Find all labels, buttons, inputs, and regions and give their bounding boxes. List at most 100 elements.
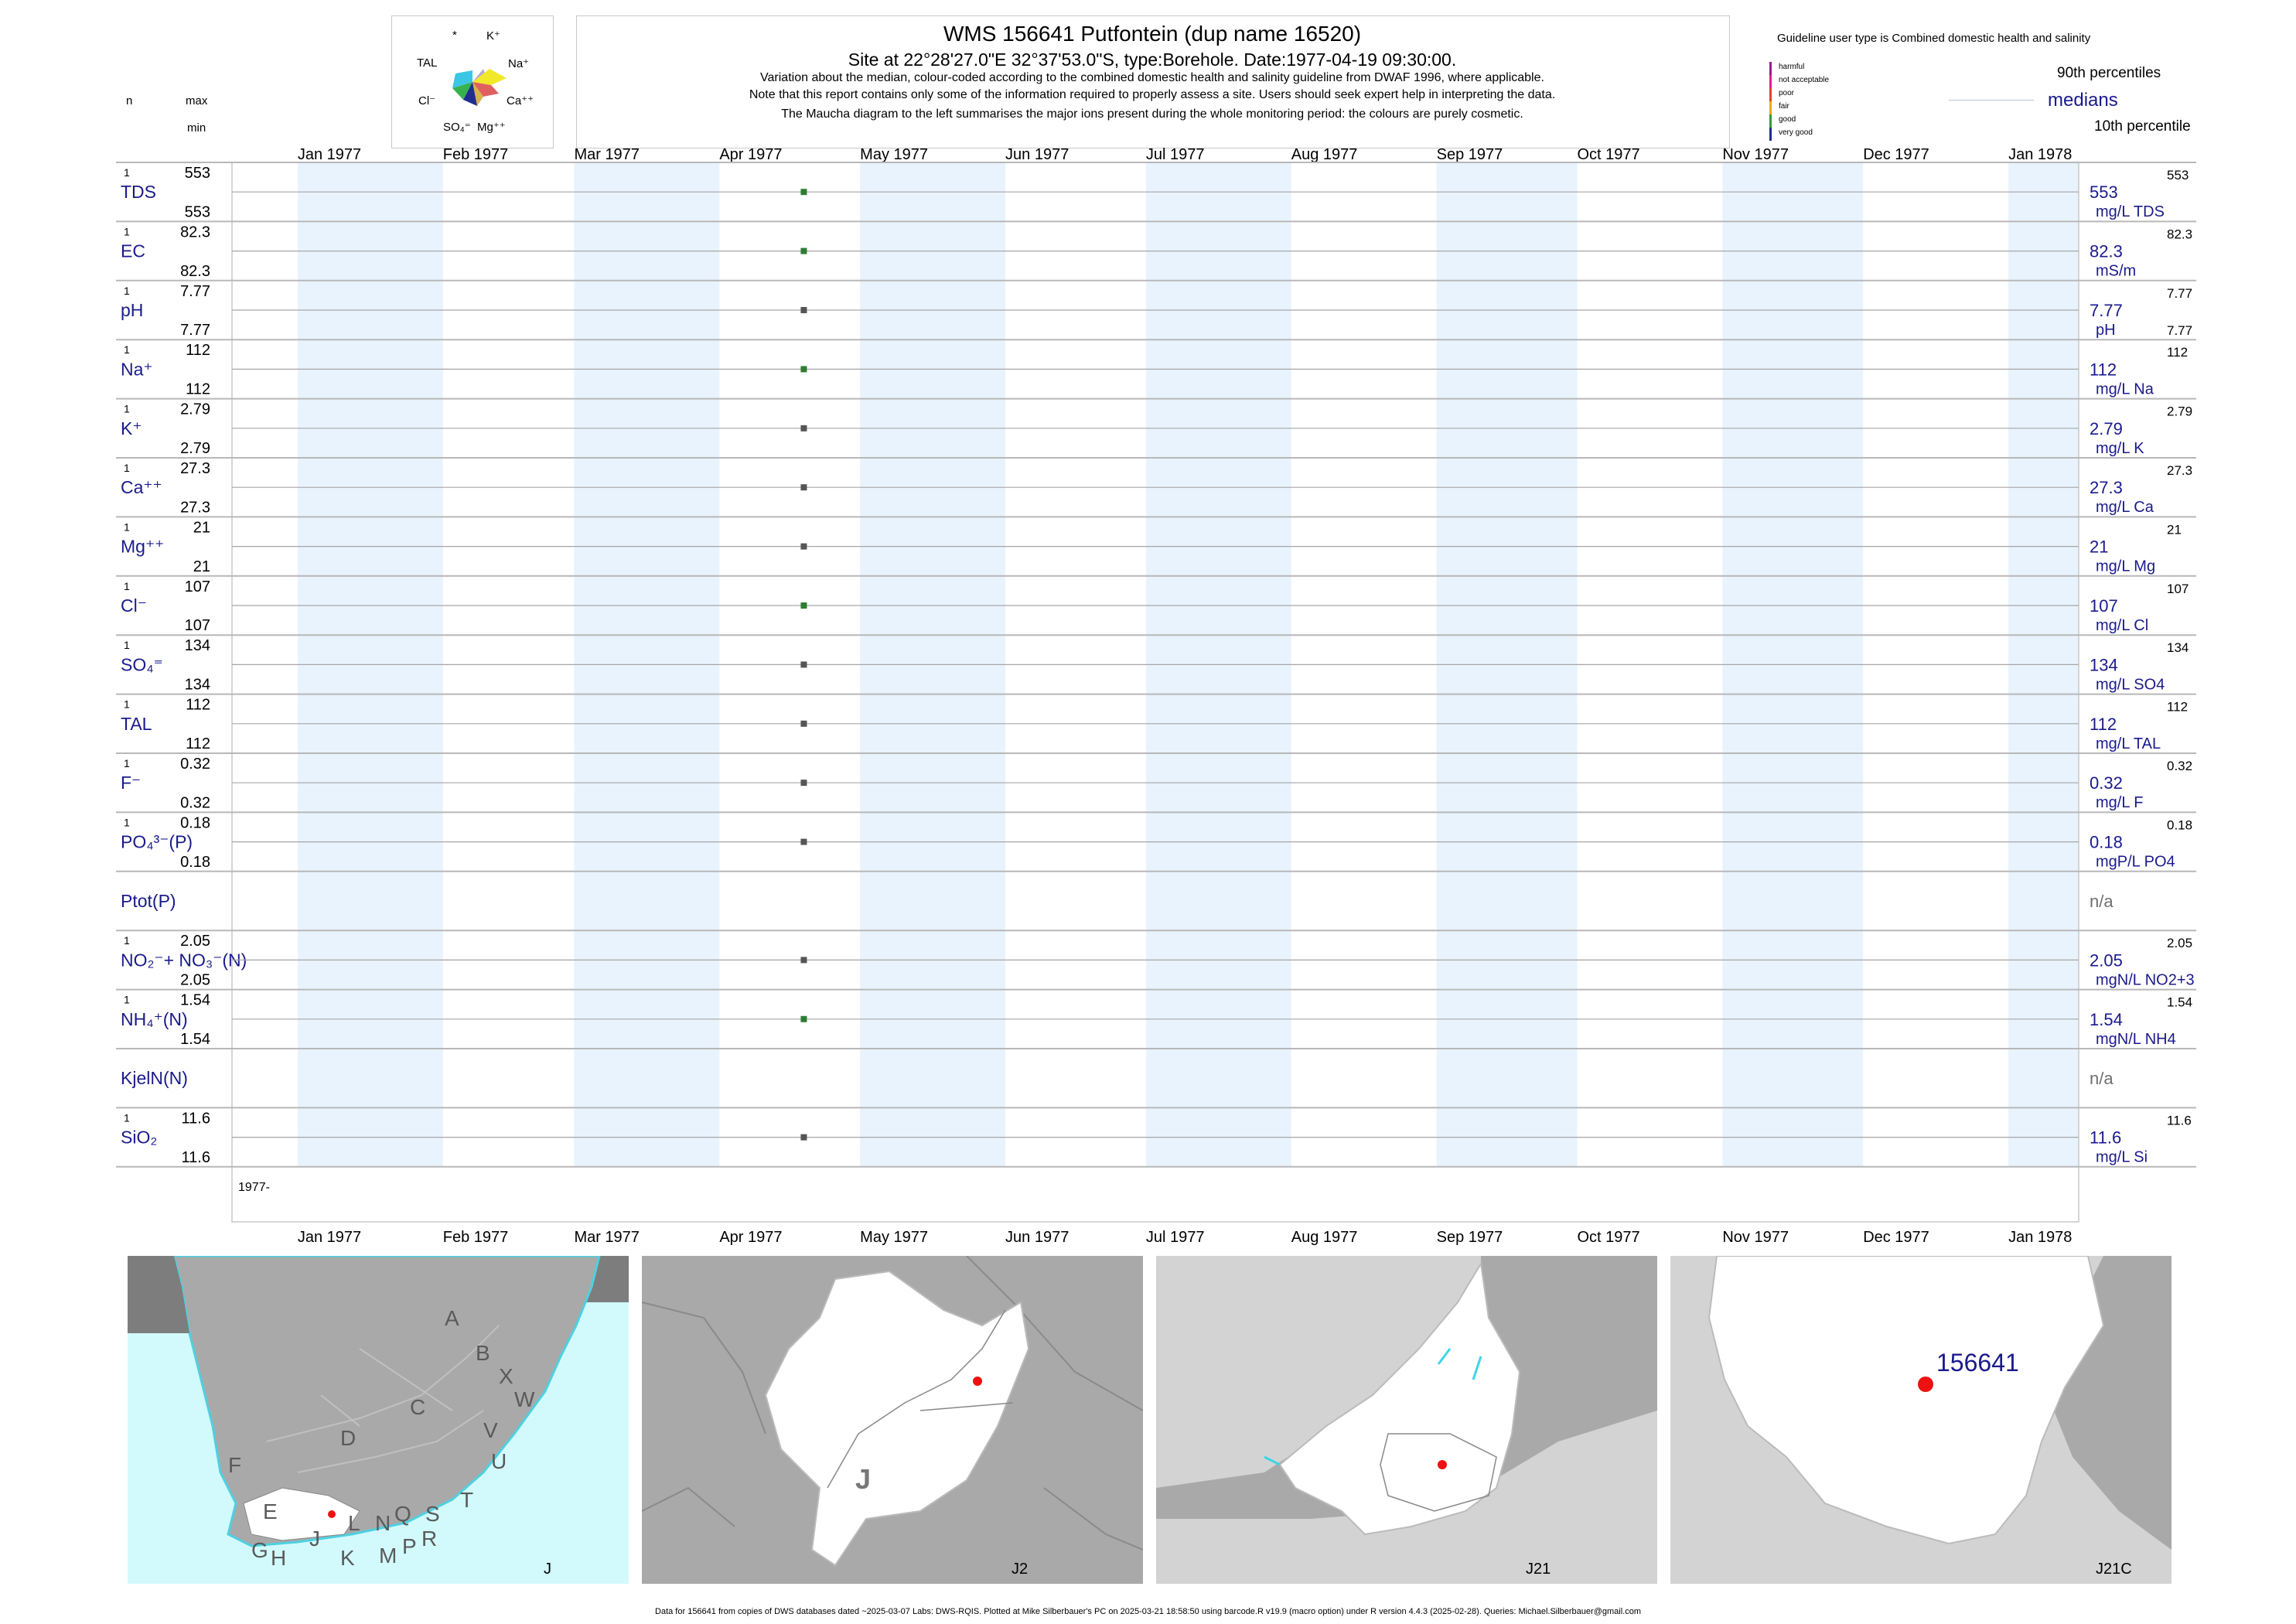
month-tick-label-top: Jun 1977 bbox=[1005, 146, 1069, 163]
maucha-so4-petal bbox=[463, 82, 477, 106]
region-letter-T: T bbox=[460, 1488, 474, 1512]
month-tick-label-bottom: Aug 1977 bbox=[1291, 1229, 1358, 1245]
param-label: Na⁺ bbox=[121, 359, 153, 379]
param-label: TAL bbox=[121, 714, 152, 734]
param-max: 7.77 bbox=[180, 283, 210, 300]
legend-swatch bbox=[1769, 128, 1772, 141]
month-tick-label-top: Jul 1977 bbox=[1146, 146, 1205, 163]
site-id-label: 156641 bbox=[1936, 1349, 2019, 1377]
param-max: 11.6 bbox=[182, 1110, 210, 1127]
param-max: 107 bbox=[185, 578, 210, 595]
param-max: 134 bbox=[185, 637, 210, 654]
month-tick-label-bottom: May 1977 bbox=[860, 1229, 928, 1245]
guideline-title: Guideline user type is Combined domestic… bbox=[1777, 32, 2091, 45]
sample-point bbox=[800, 602, 807, 609]
param-min: 112 bbox=[186, 381, 210, 398]
param-n: 1 bbox=[124, 462, 130, 474]
maucha-star-label: * bbox=[452, 29, 457, 42]
param-label: K⁺ bbox=[121, 418, 142, 438]
legend-label: not acceptable bbox=[1779, 76, 1830, 84]
barcode-chart: Jan 1977 Jan 1977 Feb 1977 Feb 1977 Mar 1977… bbox=[116, 146, 2196, 1245]
region-letter-M: M bbox=[379, 1544, 397, 1568]
max-header: max bbox=[186, 94, 208, 107]
param-n: 1 bbox=[124, 166, 130, 179]
median-legend-label: medians bbox=[2048, 90, 2118, 111]
param-p90: 0.18 bbox=[2167, 817, 2192, 832]
maucha-mg-label: Mg⁺⁺ bbox=[477, 121, 506, 134]
note-3: The Maucha diagram to the left summarise… bbox=[781, 107, 1523, 121]
p10-legend-label: 10th percentile bbox=[2094, 118, 2191, 135]
region-letter-A: A bbox=[445, 1306, 459, 1330]
param-min: 21 bbox=[193, 558, 210, 575]
sample-point bbox=[800, 1134, 807, 1141]
param-n: 1 bbox=[124, 994, 130, 1006]
param-median: 2.05 bbox=[2090, 950, 2123, 970]
param-median: 112 bbox=[2090, 715, 2117, 734]
param-n: 1 bbox=[124, 639, 130, 651]
param-unit: mgP/L PO4 bbox=[2096, 854, 2175, 871]
maucha-k-label: K⁺ bbox=[486, 29, 500, 43]
param-max: 112 bbox=[186, 697, 210, 714]
region-letter-X: X bbox=[499, 1364, 513, 1388]
sample-point bbox=[800, 366, 807, 373]
param-min: 107 bbox=[185, 617, 210, 634]
param-unit: mgN/L NO2+3 bbox=[2096, 971, 2195, 988]
param-n: 1 bbox=[124, 343, 130, 356]
footer-note: Data for 156641 from copies of DWS datab… bbox=[655, 1607, 1641, 1616]
sample-point bbox=[800, 189, 807, 196]
region-letter-E: E bbox=[263, 1499, 278, 1523]
region-letter-U: U bbox=[491, 1449, 507, 1473]
region-letter-Q: Q bbox=[394, 1502, 411, 1526]
region-letter-H: H bbox=[271, 1546, 287, 1570]
note-1: Variation about the median, colour-coded… bbox=[760, 71, 1544, 84]
param-min: 11.6 bbox=[182, 1149, 210, 1166]
param-label: NH₄⁺(N) bbox=[121, 1009, 188, 1029]
param-unit: mS/m bbox=[2096, 263, 2136, 280]
param-max: 0.18 bbox=[180, 814, 210, 831]
maucha-cl-petal bbox=[452, 82, 473, 100]
param-median: 2.79 bbox=[2090, 419, 2123, 438]
legend-swatch bbox=[1769, 101, 1772, 114]
maucha-na-label: Na⁺ bbox=[508, 57, 530, 70]
param-p90: 21 bbox=[2167, 522, 2182, 537]
region-letter-C: C bbox=[410, 1395, 426, 1419]
region-letter-P: P bbox=[402, 1534, 417, 1558]
param-unit: mg/L Cl bbox=[2096, 617, 2148, 634]
legend-label: very good bbox=[1779, 128, 1813, 137]
month-tick-label-bottom: Dec 1977 bbox=[1863, 1229, 1929, 1245]
param-unit: mg/L Na bbox=[2096, 380, 2154, 397]
param-median: 27.3 bbox=[2090, 478, 2123, 497]
param-p90: 553 bbox=[2167, 168, 2189, 183]
param-label: Cl⁻ bbox=[121, 595, 147, 616]
param-median: 0.18 bbox=[2090, 833, 2123, 852]
param-p90: 11.6 bbox=[2167, 1113, 2192, 1128]
site-marker-j bbox=[328, 1510, 336, 1518]
southern-africa-land bbox=[128, 1256, 601, 1547]
maucha-diagram bbox=[452, 69, 507, 106]
param-min: 27.3 bbox=[180, 499, 210, 516]
legend-label: harmful bbox=[1779, 63, 1805, 71]
site-line: Site at 22°28'27.0"E 32°37'53.0"S, type:… bbox=[848, 49, 1457, 70]
maucha-tal-petal bbox=[452, 70, 473, 88]
param-label: TDS bbox=[121, 182, 156, 202]
param-min: 1.54 bbox=[180, 1031, 210, 1048]
sample-point bbox=[800, 425, 807, 432]
param-label: Mg⁺⁺ bbox=[121, 537, 164, 557]
maucha-diagram-box: * K⁺ TAL Na⁺ Cl⁻ Ca⁺⁺ SO₄⁼ Mg⁺⁺ bbox=[391, 15, 554, 148]
map-caption-j: J bbox=[544, 1561, 551, 1578]
month-tick-label-bottom: Mar 1977 bbox=[574, 1229, 640, 1245]
month-tick-label-top: Aug 1977 bbox=[1291, 146, 1358, 163]
p90-legend-label: 90th percentiles bbox=[2057, 65, 2161, 81]
param-p90: 2.79 bbox=[2167, 404, 2192, 419]
month-tick-label-top: Nov 1977 bbox=[1722, 146, 1789, 163]
param-unit: mgN/L NH4 bbox=[2096, 1031, 2176, 1048]
param-median: 0.32 bbox=[2090, 773, 2123, 793]
param-p90: 112 bbox=[2167, 700, 2188, 715]
maucha-na-petal bbox=[473, 69, 507, 85]
legend-swatch bbox=[1769, 62, 1772, 75]
month-tick-label-top: Mar 1977 bbox=[574, 146, 640, 163]
sample-point bbox=[800, 1015, 807, 1022]
title-box bbox=[576, 15, 1730, 148]
month-tick-label-bottom: Jan 1977 bbox=[298, 1229, 361, 1245]
